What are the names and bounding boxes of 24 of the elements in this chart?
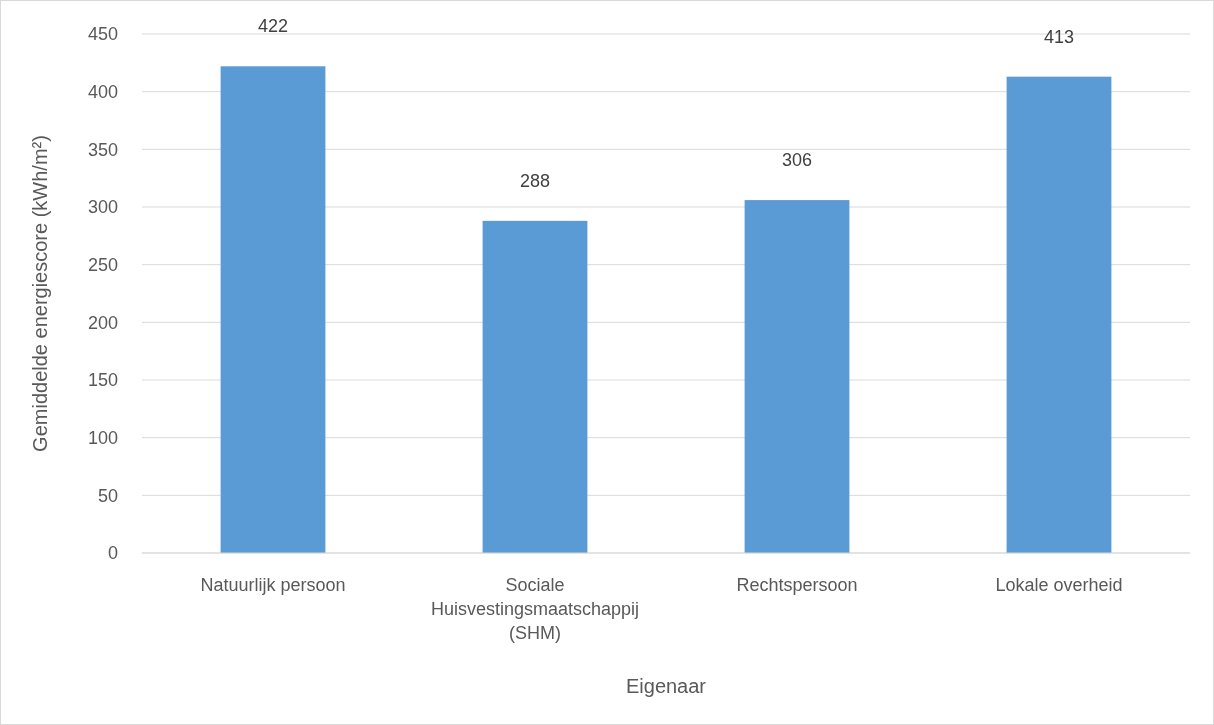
x-tick-label: Rechtspersoon	[736, 575, 858, 595]
y-tick-label: 200	[87, 312, 118, 333]
x-tick-label: Natuurlijk persoon	[200, 575, 346, 595]
y-tick-label: 400	[87, 81, 118, 102]
bar	[220, 66, 326, 553]
y-tick-label: 250	[87, 254, 118, 275]
x-tick-label: Sociale Huisvestingsmaatschappij (SHM)	[430, 575, 640, 643]
data-label: 422	[257, 16, 289, 37]
y-tick-label: 350	[87, 139, 118, 160]
y-tick-label: 300	[87, 197, 118, 218]
y-axis-title: Gemiddelde energiescore (kWh/m²)	[29, 135, 51, 452]
y-tick-label: 50	[97, 485, 118, 506]
y-tick-label: 450	[87, 24, 118, 45]
x-tick-label: Lokale overheid	[995, 575, 1123, 595]
y-tick-label: 150	[87, 370, 118, 391]
bar	[1006, 76, 1112, 553]
bar	[482, 220, 588, 553]
data-label: 306	[781, 150, 813, 171]
y-tick-label: 0	[107, 543, 118, 564]
data-label: 413	[1043, 26, 1075, 47]
bar	[744, 200, 850, 553]
y-tick-label: 100	[87, 427, 118, 448]
x-axis-title: Eigenaar	[625, 675, 707, 697]
data-label: 288	[519, 170, 551, 191]
